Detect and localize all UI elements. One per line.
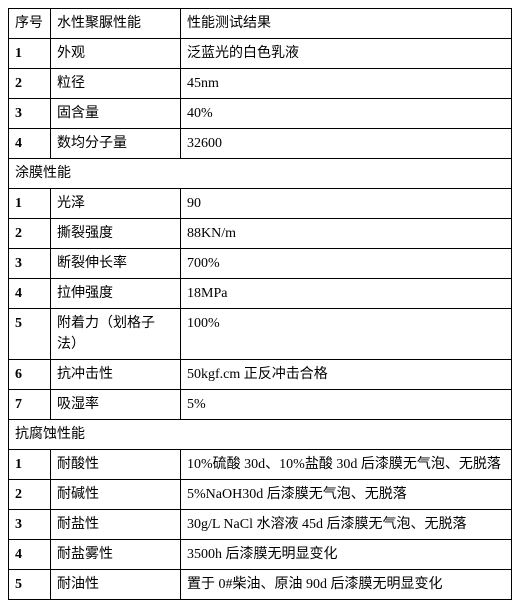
cell-val: 5%NaOH30d 后漆膜无气泡、无脱落 [181,480,512,510]
cell-prop: 外观 [51,39,181,69]
cell-prop: 耐盐性 [51,510,181,540]
cell-prop: 固含量 [51,99,181,129]
section-title-row: 涂膜性能 [9,159,512,189]
cell-val: 30g/L NaCl 水溶液 45d 后漆膜无气泡、无脱落 [181,510,512,540]
header-seq: 序号 [9,9,51,39]
cell-val: 40% [181,99,512,129]
table-row: 2 耐碱性 5%NaOH30d 后漆膜无气泡、无脱落 [9,480,512,510]
cell-prop: 撕裂强度 [51,219,181,249]
cell-prop: 耐盐雾性 [51,540,181,570]
section-title: 抗腐蚀性能 [9,420,512,450]
cell-prop: 粒径 [51,69,181,99]
section-title-row: 抗腐蚀性能 [9,420,512,450]
table-row: 2 撕裂强度 88KN/m [9,219,512,249]
cell-seq: 4 [9,129,51,159]
cell-val: 置于 0#柴油、原油 90d 后漆膜无明显变化 [181,570,512,600]
table-row: 1 光泽 90 [9,189,512,219]
cell-seq: 4 [9,540,51,570]
cell-seq: 3 [9,249,51,279]
cell-prop: 耐碱性 [51,480,181,510]
cell-seq: 2 [9,219,51,249]
cell-seq: 6 [9,360,51,390]
header-prop: 水性聚脲性能 [51,9,181,39]
cell-val: 700% [181,249,512,279]
cell-val: 10%硫酸 30d、10%盐酸 30d 后漆膜无气泡、无脱落 [181,450,512,480]
cell-val: 32600 [181,129,512,159]
cell-prop: 耐油性 [51,570,181,600]
cell-val: 100% [181,309,512,360]
cell-seq: 4 [9,279,51,309]
cell-val: 88KN/m [181,219,512,249]
cell-prop: 数均分子量 [51,129,181,159]
cell-seq: 3 [9,510,51,540]
cell-seq: 5 [9,309,51,360]
cell-prop: 附着力（划格子法） [51,309,181,360]
table-row: 3 耐盐性 30g/L NaCl 水溶液 45d 后漆膜无气泡、无脱落 [9,510,512,540]
table-row: 4 数均分子量 32600 [9,129,512,159]
table-row: 4 拉伸强度 18MPa [9,279,512,309]
table-row: 1 外观 泛蓝光的白色乳液 [9,39,512,69]
table-header-row: 序号 水性聚脲性能 性能测试结果 [9,9,512,39]
cell-val: 5% [181,390,512,420]
cell-seq: 2 [9,480,51,510]
cell-seq: 1 [9,39,51,69]
table-row: 6 抗冲击性 50kgf.cm 正反冲击合格 [9,360,512,390]
cell-prop: 拉伸强度 [51,279,181,309]
cell-seq: 2 [9,69,51,99]
cell-prop: 光泽 [51,189,181,219]
table-row: 5 耐油性 置于 0#柴油、原油 90d 后漆膜无明显变化 [9,570,512,600]
cell-val: 50kgf.cm 正反冲击合格 [181,360,512,390]
cell-val: 90 [181,189,512,219]
cell-seq: 7 [9,390,51,420]
cell-val: 45nm [181,69,512,99]
cell-seq: 1 [9,450,51,480]
table-row: 1 耐酸性 10%硫酸 30d、10%盐酸 30d 后漆膜无气泡、无脱落 [9,450,512,480]
cell-val: 泛蓝光的白色乳液 [181,39,512,69]
table-row: 4 耐盐雾性 3500h 后漆膜无明显变化 [9,540,512,570]
table-row: 5 附着力（划格子法） 100% [9,309,512,360]
table-row: 2 粒径 45nm [9,69,512,99]
cell-prop: 断裂伸长率 [51,249,181,279]
section-title: 涂膜性能 [9,159,512,189]
cell-seq: 1 [9,189,51,219]
cell-prop: 抗冲击性 [51,360,181,390]
properties-table: 序号 水性聚脲性能 性能测试结果 1 外观 泛蓝光的白色乳液 2 粒径 45nm… [8,8,512,600]
cell-seq: 5 [9,570,51,600]
cell-val: 3500h 后漆膜无明显变化 [181,540,512,570]
table-row: 3 固含量 40% [9,99,512,129]
cell-val: 18MPa [181,279,512,309]
header-result: 性能测试结果 [181,9,512,39]
table-row: 7 吸湿率 5% [9,390,512,420]
cell-prop: 吸湿率 [51,390,181,420]
table-row: 3 断裂伸长率 700% [9,249,512,279]
cell-prop: 耐酸性 [51,450,181,480]
cell-seq: 3 [9,99,51,129]
